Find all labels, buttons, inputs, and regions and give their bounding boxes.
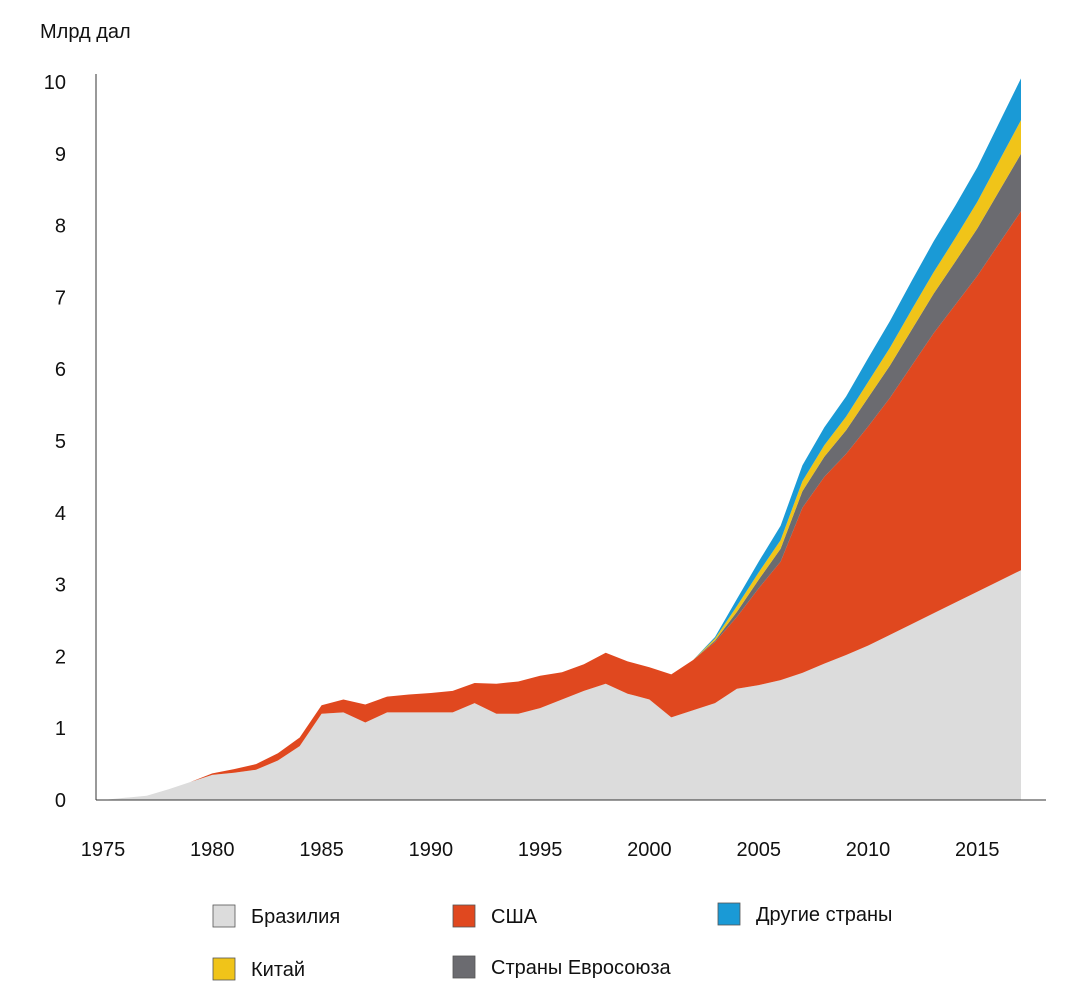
y-tick-label: 8 [55, 216, 66, 238]
legend: Бразилия США Другие страны Китай Страны Евро… [212, 902, 892, 981]
axes-layer [95, 74, 1046, 801]
y-tick-label: 2 [55, 646, 66, 668]
y-tick-label: 10 [44, 72, 66, 94]
y-tick-labels: 0 1 2 3 4 5 6 7 8 9 10 [44, 72, 66, 812]
legend-label-other: Другие страны [756, 904, 892, 926]
x-tick-label: 1990 [409, 839, 454, 861]
y-tick-label: 3 [55, 575, 66, 597]
y-tick-label: 0 [55, 790, 66, 812]
legend-swatch-eu [452, 955, 476, 979]
y-tick-label: 9 [55, 144, 66, 166]
x-tick-label: 2000 [627, 839, 672, 861]
x-tick-label: 1995 [518, 839, 563, 861]
x-tick-label: 1980 [190, 839, 235, 861]
x-tick-label: 1985 [299, 839, 344, 861]
y-tick-label: 4 [55, 503, 66, 525]
legend-label-eu: Страны Евросоюза [491, 957, 672, 979]
area-brazil [103, 570, 1021, 800]
y-axis-label: Млрд дал [40, 21, 131, 43]
legend-label-usa: США [491, 906, 538, 928]
legend-swatch-usa [452, 904, 476, 928]
x-tick-label: 2005 [736, 839, 781, 861]
area-layer [103, 78, 1021, 801]
y-tick-label: 1 [55, 718, 66, 740]
y-tick-label: 6 [55, 359, 66, 381]
x-tick-label: 1975 [81, 839, 126, 861]
legend-swatch-other [717, 902, 741, 926]
y-tick-label: 7 [55, 287, 66, 309]
y-tick-label: 5 [55, 431, 66, 453]
legend-swatch-china [212, 957, 236, 981]
area-usa [103, 211, 1021, 800]
legend-label-china: Китай [251, 959, 305, 981]
x-tick-labels: 1975 1980 1985 1990 1995 2000 2005 2010 2015 [81, 839, 1000, 861]
x-tick-label: 2015 [955, 839, 1000, 861]
legend-swatch-brazil [212, 904, 236, 928]
legend-label-brazil: Бразилия [251, 906, 340, 928]
x-tick-label: 2010 [846, 839, 891, 861]
